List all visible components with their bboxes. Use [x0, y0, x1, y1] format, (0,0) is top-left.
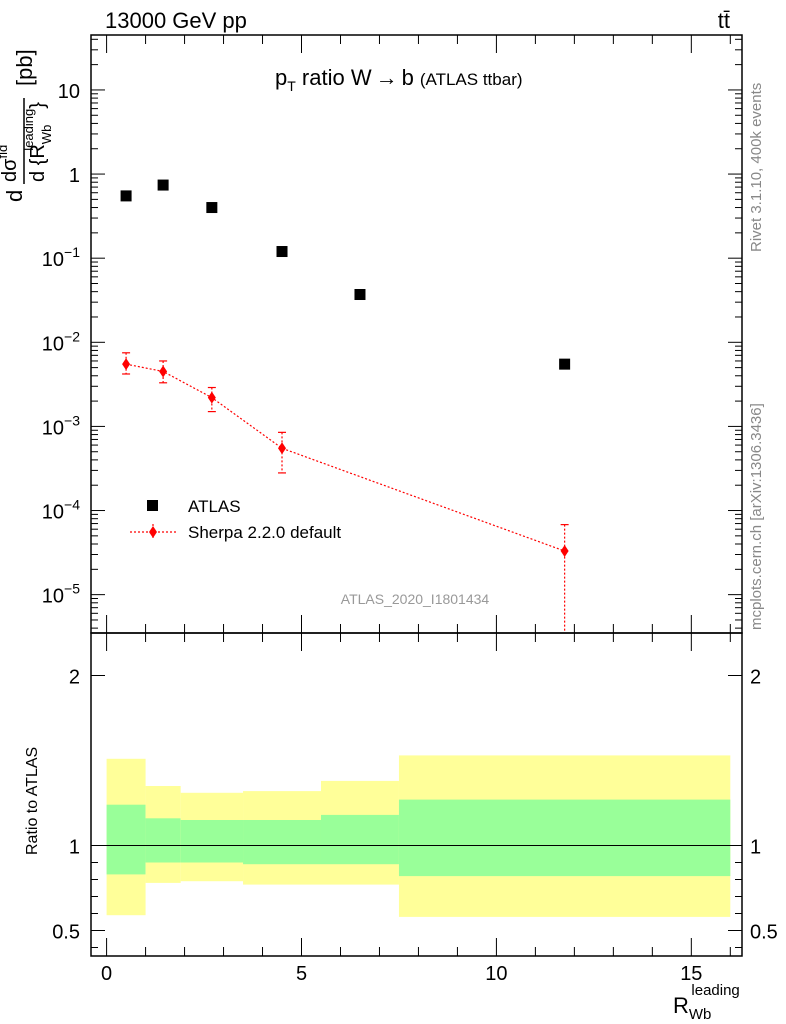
y-tick-label: 10−1	[42, 244, 80, 271]
y-tick-label: 10−2	[42, 328, 80, 355]
y-tick-label: 10−5	[42, 581, 80, 608]
sherpa-point	[560, 545, 569, 558]
main-y-tick-labels: 10 1 10−1 10−2 10−3 10−4 10−5	[42, 81, 80, 608]
ratio-y-tick-labels: 0.5 0.5 1 1 2 2	[52, 667, 778, 944]
atlas-point	[157, 179, 169, 191]
ratio-plot-panel: 0.5 0.5 1 1 2 2 0 5 10 15 Ratio to ATLAS RWblead…	[24, 632, 778, 1023]
ratio-inner-band	[320, 814, 399, 865]
atlas-series	[120, 179, 571, 370]
y-label-numerator: dσfid	[0, 145, 21, 182]
ratio-y-tick-label-right: 0.5	[750, 922, 778, 944]
ratio-y-axis-label: Ratio to ATLAS	[24, 747, 41, 855]
legend-sherpa-label: Sherpa 2.2.0 default	[188, 523, 341, 542]
atlas-point	[354, 289, 366, 301]
ratio-y-tick-label: 1	[69, 837, 80, 859]
collision-label: 13000 GeV pp	[105, 8, 247, 33]
legend-atlas-label: ATLAS	[188, 497, 241, 516]
main-plot-frame	[90, 34, 743, 634]
legend-atlas-marker	[147, 500, 158, 511]
rivet-version-label: Rivet 3.1.10, 400k events	[748, 83, 765, 252]
plot-title: pT ratio W → b (ATLAS ttbar)	[275, 65, 523, 94]
sherpa-point	[207, 391, 216, 404]
atlas-point	[276, 246, 288, 258]
mcplots-label: mcplots.cern.ch [arXiv:1306.3436]	[748, 403, 765, 630]
legend: ATLAS Sherpa 2.2.0 default	[130, 497, 341, 542]
ratio-inner-band	[243, 820, 321, 865]
ratio-inner-band	[106, 804, 146, 875]
x-tick-label: 15	[680, 963, 702, 985]
y-label-unit: [pb]	[12, 49, 37, 86]
ratio-x-tick-labels: 0 5 10 15	[101, 963, 702, 985]
atlas-point	[206, 202, 218, 214]
main-y-axis-label: d dσfid d {RWbleading} [pb]	[0, 49, 54, 202]
sherpa-point	[159, 365, 168, 378]
ratio-uncertainty-bands	[106, 755, 731, 917]
y-label-d: d	[2, 190, 27, 202]
atlas-point	[120, 190, 132, 202]
analysis-watermark: ATLAS_2020_I1801434	[341, 591, 490, 607]
ratio-inner-band	[398, 799, 731, 877]
main-plot-panel: 10 1 10−1 10−2 10−3 10−4 10−5 pT ratio W → b (ATL…	[0, 34, 743, 634]
main-tick-marks	[91, 35, 742, 633]
legend-sherpa-marker	[149, 526, 157, 538]
process-label: tt̄	[718, 8, 730, 33]
sherpa-point	[278, 442, 287, 455]
x-tick-label: 10	[485, 963, 507, 985]
y-tick-label: 10	[58, 81, 80, 103]
ratio-y-tick-label: 2	[69, 667, 80, 689]
x-tick-label: 0	[101, 963, 112, 985]
ratio-y-tick-label-right: 2	[750, 667, 761, 689]
ratio-tick-marks	[91, 633, 742, 956]
ratio-inner-band	[145, 818, 181, 863]
ratio-y-tick-label-right: 1	[750, 837, 761, 859]
y-tick-label: 10−3	[42, 412, 80, 439]
atlas-point	[559, 358, 571, 370]
sherpa-series	[122, 352, 569, 633]
x-tick-label: 5	[296, 963, 307, 985]
ratio-plot-frame	[90, 632, 743, 957]
y-label-denominator: d {RWbleading}	[21, 102, 54, 182]
ratio-inner-band	[180, 820, 244, 863]
sherpa-point	[122, 358, 131, 371]
ratio-y-tick-label: 0.5	[52, 922, 80, 944]
x-axis-label: RWbleading	[673, 982, 740, 1023]
y-tick-label: 10−4	[42, 497, 80, 524]
y-tick-label: 1	[69, 165, 80, 187]
